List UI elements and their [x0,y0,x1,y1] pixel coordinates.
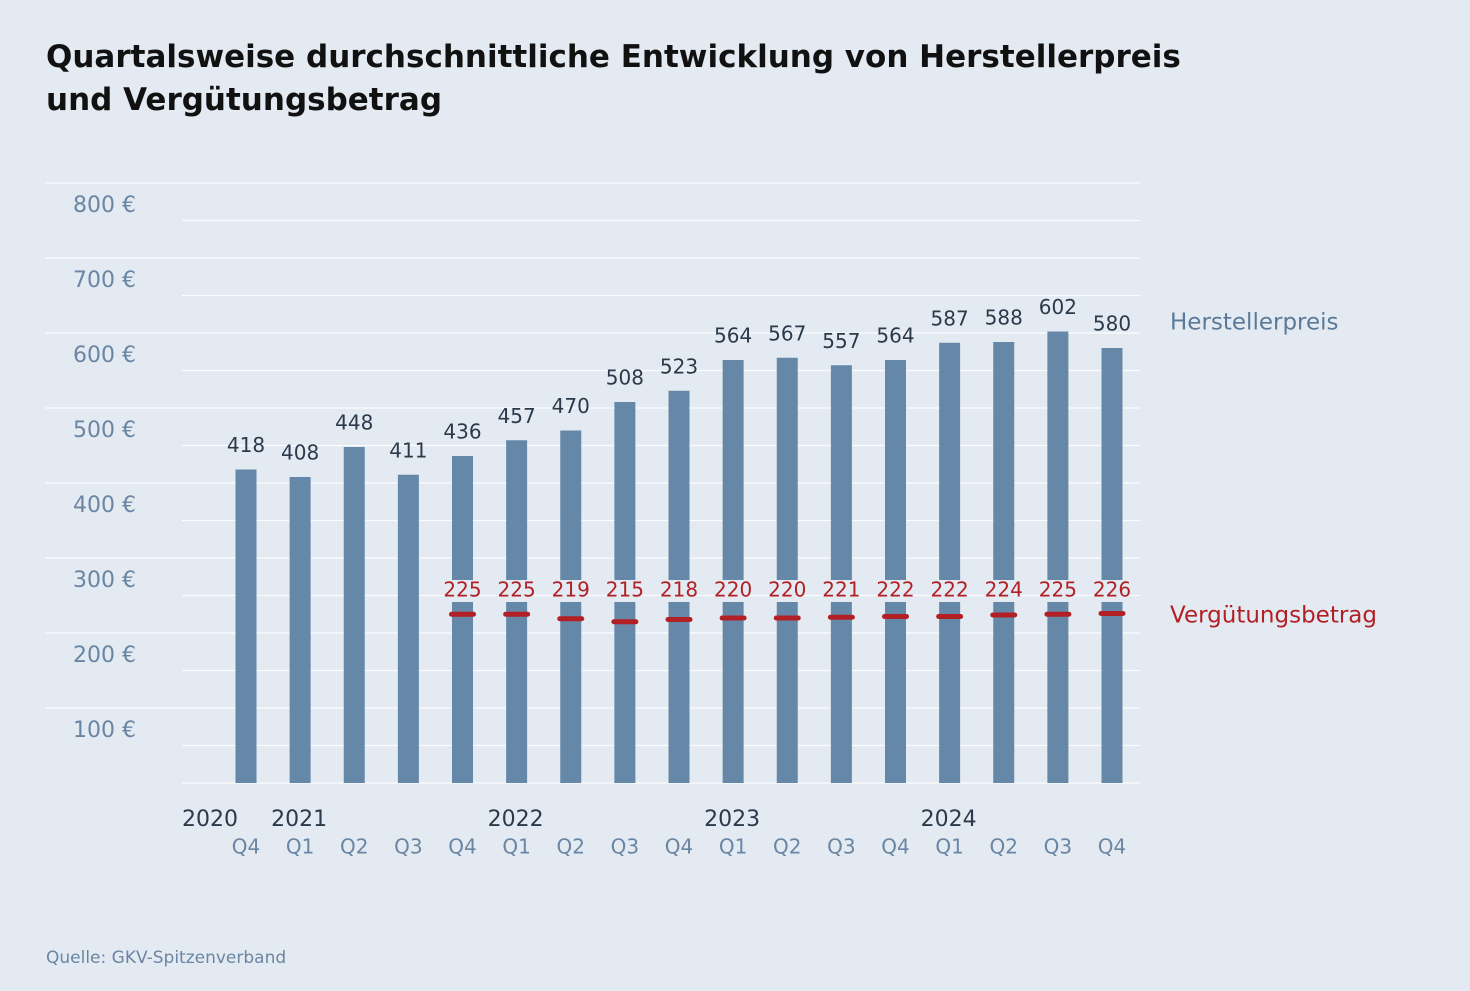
value-label: 220 [768,578,806,602]
year-label: 2022 [488,807,544,832]
bar [722,360,744,783]
value-label: 448 [335,411,373,435]
bar [1101,348,1123,783]
label-backdrop [451,580,474,602]
x-tick-label: Q3 [1044,835,1072,859]
value-label: 564 [876,324,914,348]
value-label: 215 [606,578,644,602]
label-backdrop [505,580,529,602]
label-backdrop [992,580,1016,602]
x-tick-label: Q2 [557,835,585,859]
y-tick-label: 500 € [73,418,136,443]
label-backdrop [1100,580,1124,602]
x-tick-label: Q4 [665,835,693,859]
x-tick-label: Q3 [394,835,422,859]
value-label: 508 [606,366,644,390]
value-label: 523 [660,354,698,378]
y-tick-label: 300 € [73,568,136,593]
value-label: 411 [389,438,427,462]
x-tick-label: Q3 [827,835,855,859]
bar [776,357,798,783]
x-tick-label: Q2 [340,835,368,859]
value-label: 219 [552,578,590,602]
label-backdrop [884,580,907,602]
bar [1047,331,1069,783]
y-tick-label: 700 € [73,268,136,293]
x-tick-label: Q1 [286,835,314,859]
bar [289,477,311,783]
value-label: 580 [1093,312,1131,336]
series-label: Vergütungsbetrag [1170,603,1377,629]
value-label: 557 [822,329,860,353]
y-tick-label: 200 € [73,643,136,668]
bar [506,440,528,783]
value-label: 587 [931,306,969,330]
bar [452,456,473,783]
value-label: 602 [1039,295,1077,319]
x-tick-label: Q1 [935,835,963,859]
y-tick-label: 100 € [73,718,136,743]
bar [939,342,961,783]
value-label: 224 [985,578,1023,602]
bar [993,342,1015,783]
bar [885,360,906,783]
label-backdrop [775,580,799,602]
x-tick-label: Q2 [773,835,801,859]
value-label: 588 [985,306,1023,330]
x-tick-label: Q4 [232,835,260,859]
y-tick-label: 400 € [73,493,136,518]
bar [235,469,257,783]
series-label: Herstellerpreis [1170,310,1339,336]
chart-title: Quartalsweise durchschnittliche Entwickl… [46,39,1181,118]
bar [830,365,852,783]
x-tick-label: Q4 [1098,835,1126,859]
x-tick-label: Q4 [448,835,476,859]
bar [397,474,419,783]
label-backdrop [559,580,583,602]
value-label: 418 [227,433,265,457]
value-label: 222 [876,578,914,602]
source: Quelle: GKV-Spitzenverband [46,948,287,968]
value-label: 225 [443,578,481,602]
label-backdrop [1046,580,1070,602]
year-label: 2024 [921,807,977,832]
x-tick-label: Q1 [502,835,530,859]
value-label: 470 [552,394,590,418]
value-label: 222 [931,578,969,602]
year-label: 2021 [271,807,327,832]
value-label: 408 [281,441,319,465]
x-tick-label: Q2 [990,835,1018,859]
value-label: 218 [660,578,698,602]
year-label: 2023 [704,807,760,832]
value-label: 221 [822,578,860,602]
label-backdrop [613,580,637,602]
label-backdrop [938,580,962,602]
value-label: 225 [498,578,536,602]
label-backdrop [721,580,745,602]
bar [560,430,582,783]
x-tick-label: Q3 [611,835,639,859]
year-label: 2020 [182,807,238,832]
value-label: 225 [1039,578,1077,602]
x-tick-label: Q1 [719,835,747,859]
value-label: 220 [714,578,752,602]
value-label: 457 [498,404,536,428]
value-label: 567 [768,321,806,345]
value-label: 564 [714,324,752,348]
y-tick-label: 600 € [73,343,136,368]
value-label: 436 [443,420,481,444]
y-tick-label: 800 € [73,193,136,218]
value-label: 226 [1093,578,1131,602]
bar [343,447,365,783]
x-tick-label: Q4 [881,835,909,859]
label-backdrop [829,580,853,602]
label-backdrop [667,580,691,602]
